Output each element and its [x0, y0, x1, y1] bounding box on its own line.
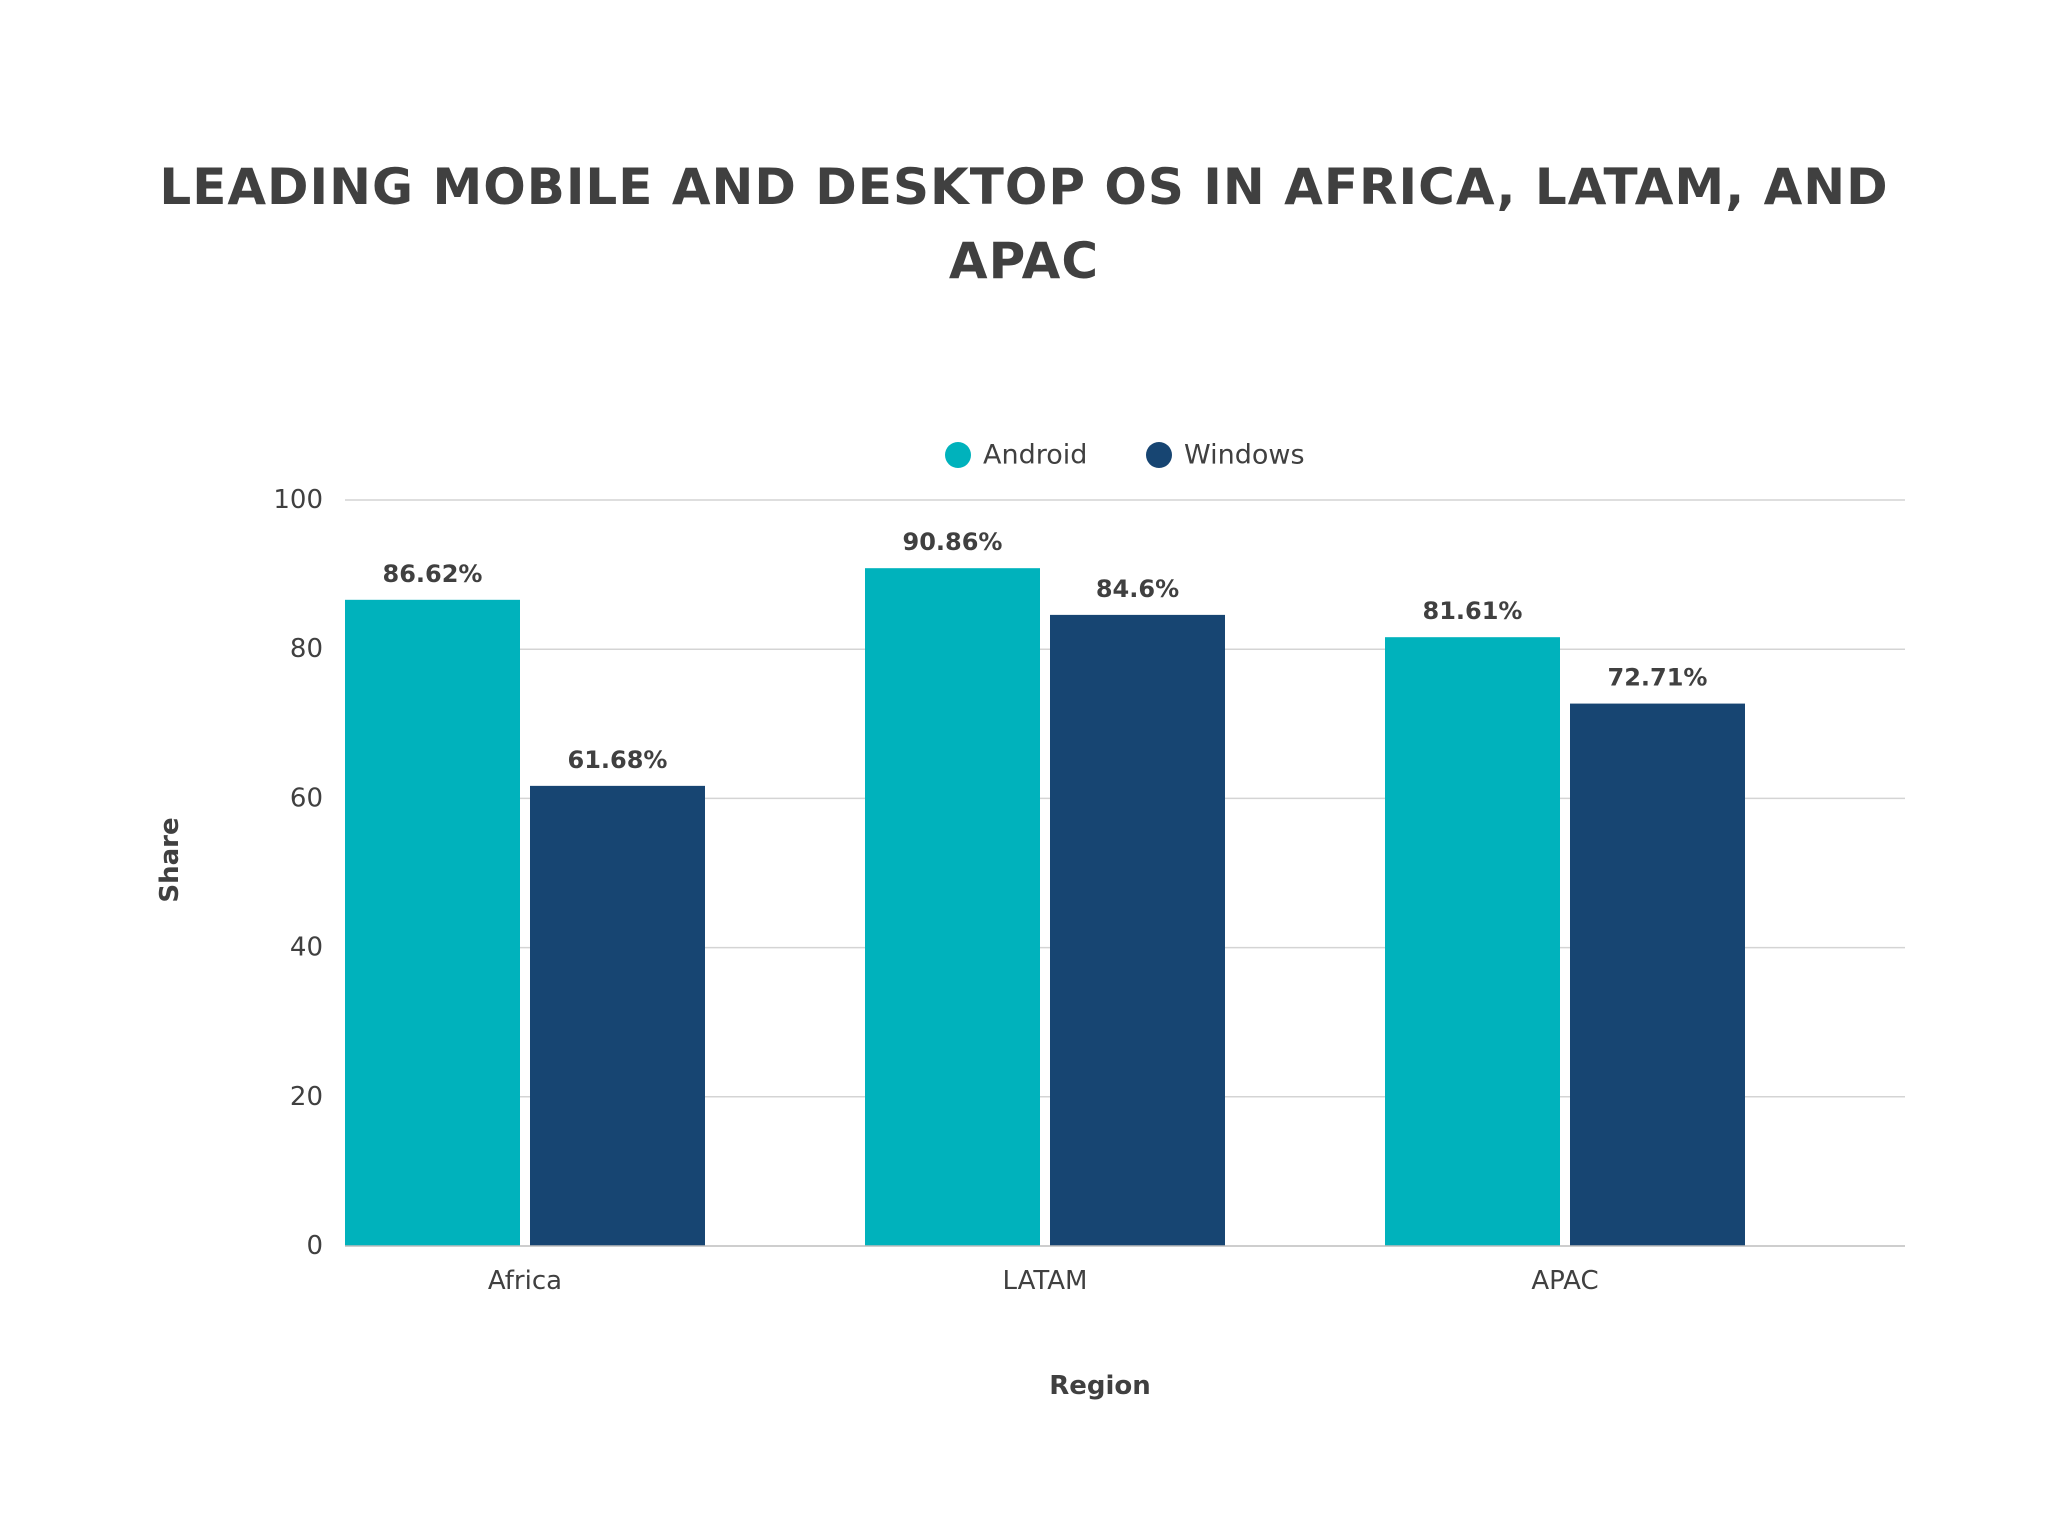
data-label-windows-apac: 72.71% [1608, 664, 1708, 692]
y-tick-label: 80 [290, 634, 323, 664]
data-labels: 86.62% 61.68% 90.86% 84.6% 81.61% 72.71% [383, 528, 1708, 774]
legend-label-android: Android [983, 440, 1087, 471]
y-tick-label: 60 [290, 783, 323, 813]
x-tick-label: LATAM [1003, 1266, 1088, 1296]
data-label-windows-africa: 61.68% [568, 746, 668, 774]
x-tick-label: Africa [488, 1266, 562, 1296]
legend-label-windows: Windows [1184, 440, 1305, 471]
bar-windows-africa [530, 785, 705, 1246]
chart-title: LEADING MOBILE AND DESKTOP OS IN AFRICA,… [0, 150, 2048, 298]
bars [345, 568, 1745, 1246]
y-tick-label: 20 [290, 1082, 323, 1112]
x-tick-label: APAC [1531, 1266, 1598, 1296]
legend: Android Windows [945, 440, 1305, 471]
legend-marker-android [945, 442, 971, 468]
bar-android-africa [345, 599, 520, 1246]
chart-title-line-1: LEADING MOBILE AND DESKTOP OS IN AFRICA,… [159, 158, 1889, 216]
bar-android-apac [1385, 637, 1560, 1246]
y-tick-label: 40 [290, 933, 323, 963]
legend-marker-windows [1146, 442, 1172, 468]
bar-android-latam [865, 568, 1040, 1246]
y-tick-label: 0 [306, 1231, 323, 1261]
chart-title-line-2: APAC [948, 232, 1100, 290]
x-axis-title: Region [1049, 1371, 1151, 1401]
y-axis-title: Share [155, 817, 185, 902]
bar-windows-latam [1050, 614, 1225, 1246]
y-tick-label: 100 [273, 485, 323, 515]
data-label-android-latam: 90.86% [903, 528, 1003, 556]
axes: 0 20 40 60 80 100 Africa LATAM APAC Region Share [155, 485, 1905, 1401]
data-label-android-apac: 81.61% [1423, 597, 1523, 625]
data-label-android-africa: 86.62% [383, 560, 483, 588]
data-label-windows-latam: 84.6% [1096, 575, 1179, 603]
bar-windows-apac [1570, 703, 1745, 1246]
